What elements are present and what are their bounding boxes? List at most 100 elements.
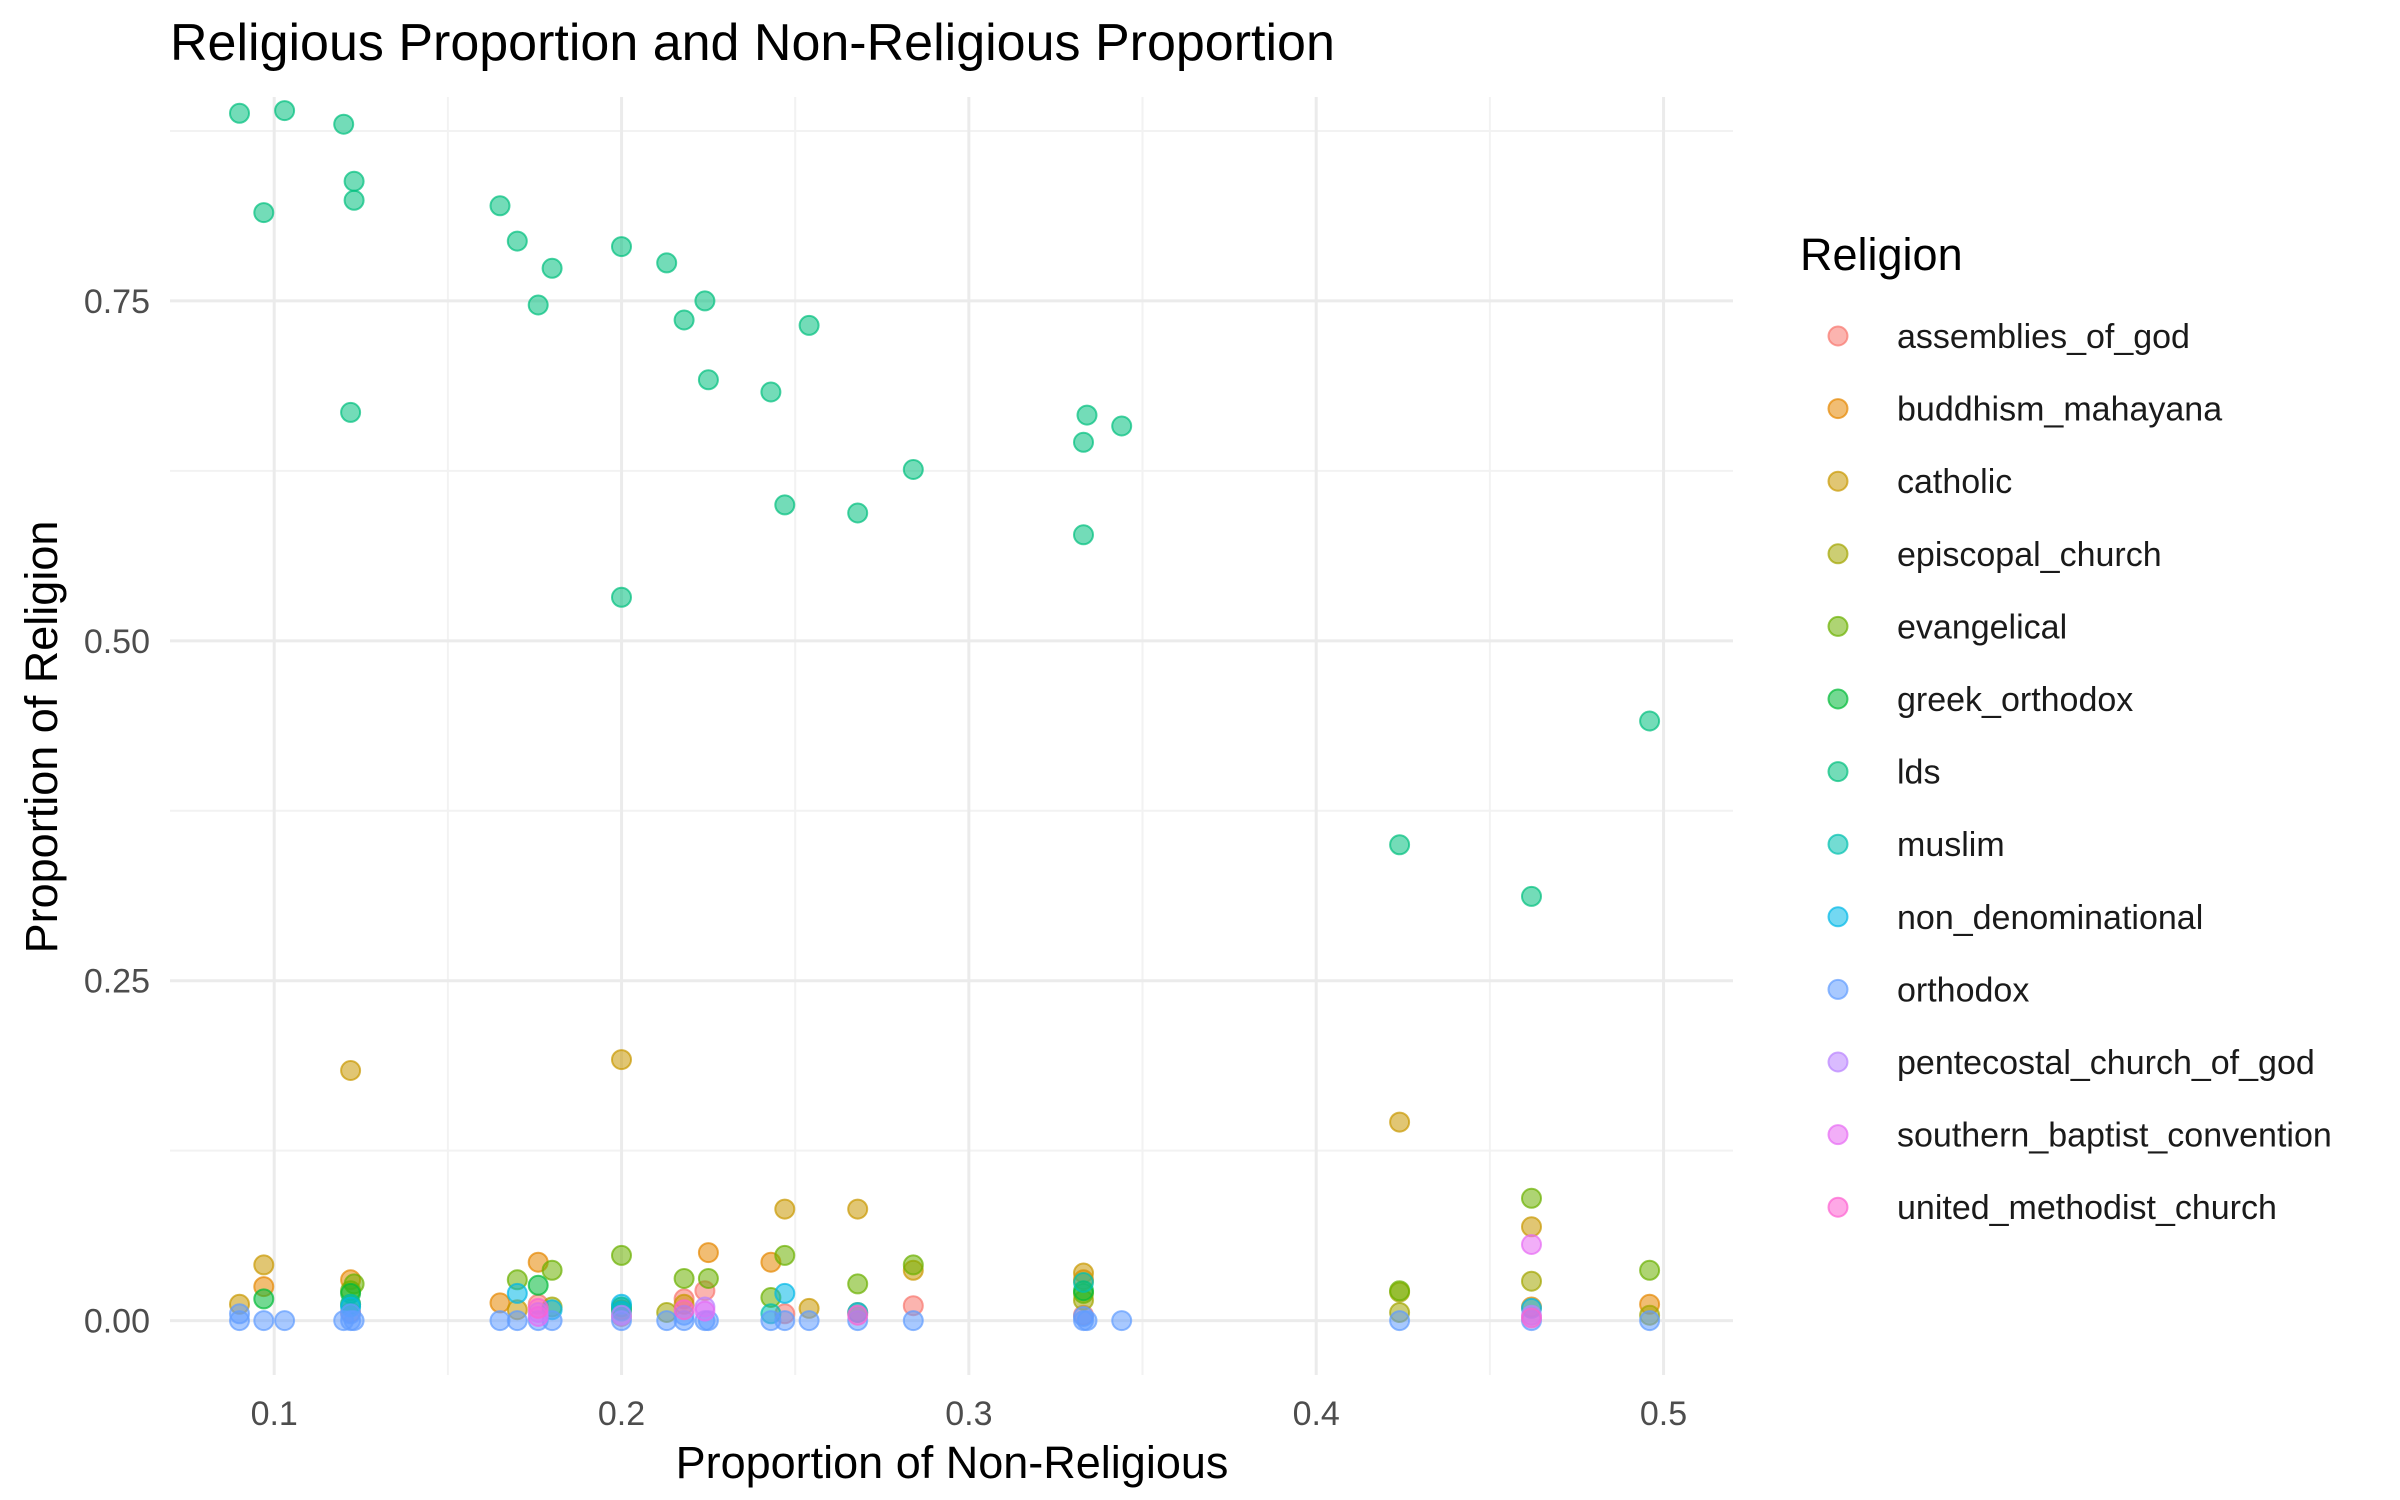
legend-label: united_methodist_church (1897, 1189, 2277, 1227)
data-point (694, 1300, 716, 1322)
legend: Religion assemblies_of_god buddhism_mahay… (1800, 229, 2332, 1227)
legend-key (1827, 1124, 1849, 1146)
data-point (1521, 1307, 1542, 1329)
data-point (1389, 834, 1411, 856)
data-point (343, 170, 365, 192)
grid (170, 97, 1733, 1375)
data-point (774, 1244, 796, 1266)
data-point (1521, 1234, 1542, 1255)
legend-key (1827, 761, 1849, 783)
data-point (333, 113, 355, 135)
legend-label: non_denominational (1897, 899, 2203, 937)
series-buddhism_mahayana (253, 1242, 1661, 1321)
data-point (611, 1304, 632, 1326)
legend-key (1827, 906, 1849, 928)
data-point (489, 195, 511, 217)
data-point (673, 1268, 695, 1289)
data-point (274, 1310, 296, 1332)
legend-key (1827, 978, 1849, 1000)
chart-title: Religious Proportion and Non-Religious P… (170, 14, 1335, 72)
data-point (1389, 1280, 1411, 1302)
y-tick-label: 0.50 (84, 623, 150, 661)
legend-label: pentecostal_church_of_god (1897, 1044, 2315, 1082)
data-point (611, 1244, 632, 1266)
data-point (1521, 1187, 1542, 1209)
data-point (673, 309, 695, 331)
x-axis-title: Proportion of Non-Religious (676, 1437, 1229, 1488)
legend-key (1827, 470, 1849, 492)
data-point (253, 1310, 275, 1332)
data-point (847, 502, 869, 524)
data-point (506, 1282, 528, 1304)
data-point (253, 1254, 275, 1276)
data-point (1111, 415, 1133, 437)
data-point (229, 102, 250, 124)
data-point (1389, 1111, 1411, 1133)
data-point (489, 1292, 511, 1314)
axis-ticks: 0.1 0.2 0.3 0.4 0.5 0.00 0.25 0.50 0.75 (84, 283, 1687, 1433)
data-point (1521, 1270, 1542, 1292)
data-point (847, 1198, 869, 1220)
legend-label: greek_orthodox (1897, 681, 2133, 719)
data-point (697, 369, 719, 391)
data-point (1639, 710, 1661, 732)
data-point (253, 1288, 275, 1310)
data-point (253, 202, 275, 224)
data-point (611, 1049, 632, 1071)
y-axis-title: Proportion of Religion (16, 521, 67, 954)
legend-label: catholic (1897, 463, 2012, 501)
series-orthodox (229, 1303, 1661, 1332)
data-point (1639, 1259, 1661, 1281)
y-tick-label: 0.75 (84, 283, 150, 321)
legend-label: buddhism_mahayana (1897, 391, 2222, 429)
legend-label: muslim (1897, 826, 2005, 864)
x-tick-label: 0.3 (945, 1395, 992, 1433)
data-point (1521, 1216, 1542, 1238)
data-point (697, 1242, 719, 1264)
data-point (340, 1060, 362, 1081)
data-point (774, 1282, 796, 1304)
legend-label: lds (1897, 754, 1940, 792)
data-point (506, 1310, 528, 1332)
data-point (760, 381, 782, 403)
data-point (656, 1310, 678, 1332)
data-point (506, 230, 528, 252)
data-point (229, 1303, 250, 1325)
legend-key (1827, 1196, 1849, 1218)
x-tick-label: 0.5 (1640, 1395, 1687, 1433)
data-point (1639, 1310, 1661, 1332)
legend-key (1827, 688, 1849, 710)
legend-label: orthodox (1897, 971, 2029, 1009)
x-tick-label: 0.1 (251, 1395, 298, 1433)
data-point (1389, 1310, 1411, 1332)
data-point (343, 189, 365, 211)
data-point (340, 401, 362, 423)
legend-key (1827, 615, 1849, 637)
data-point (611, 586, 632, 608)
legend-label: episcopal_church (1897, 536, 2162, 574)
data-point (489, 1310, 511, 1332)
data-point (697, 1268, 719, 1289)
legend-label: southern_baptist_convention (1897, 1117, 2332, 1155)
data-point (527, 1274, 549, 1296)
data-point (1073, 431, 1094, 453)
data-point (902, 459, 924, 480)
x-tick-label: 0.2 (598, 1395, 645, 1433)
data-point (1073, 1272, 1094, 1293)
data-point (1076, 404, 1098, 426)
data-point (902, 1310, 924, 1332)
data-point (774, 1198, 796, 1220)
series-lds (229, 100, 1661, 907)
data-point (694, 290, 716, 312)
data-point (541, 1259, 563, 1281)
data-point (527, 294, 549, 316)
series-united_methodist_church (527, 1297, 1542, 1329)
data-point (798, 1310, 820, 1332)
data-point (847, 1304, 869, 1326)
legend-key (1827, 1051, 1849, 1073)
data-point (1073, 524, 1094, 546)
y-tick-label: 0.00 (84, 1303, 150, 1341)
data-point (774, 494, 796, 516)
legend-label: evangelical (1897, 608, 2067, 646)
